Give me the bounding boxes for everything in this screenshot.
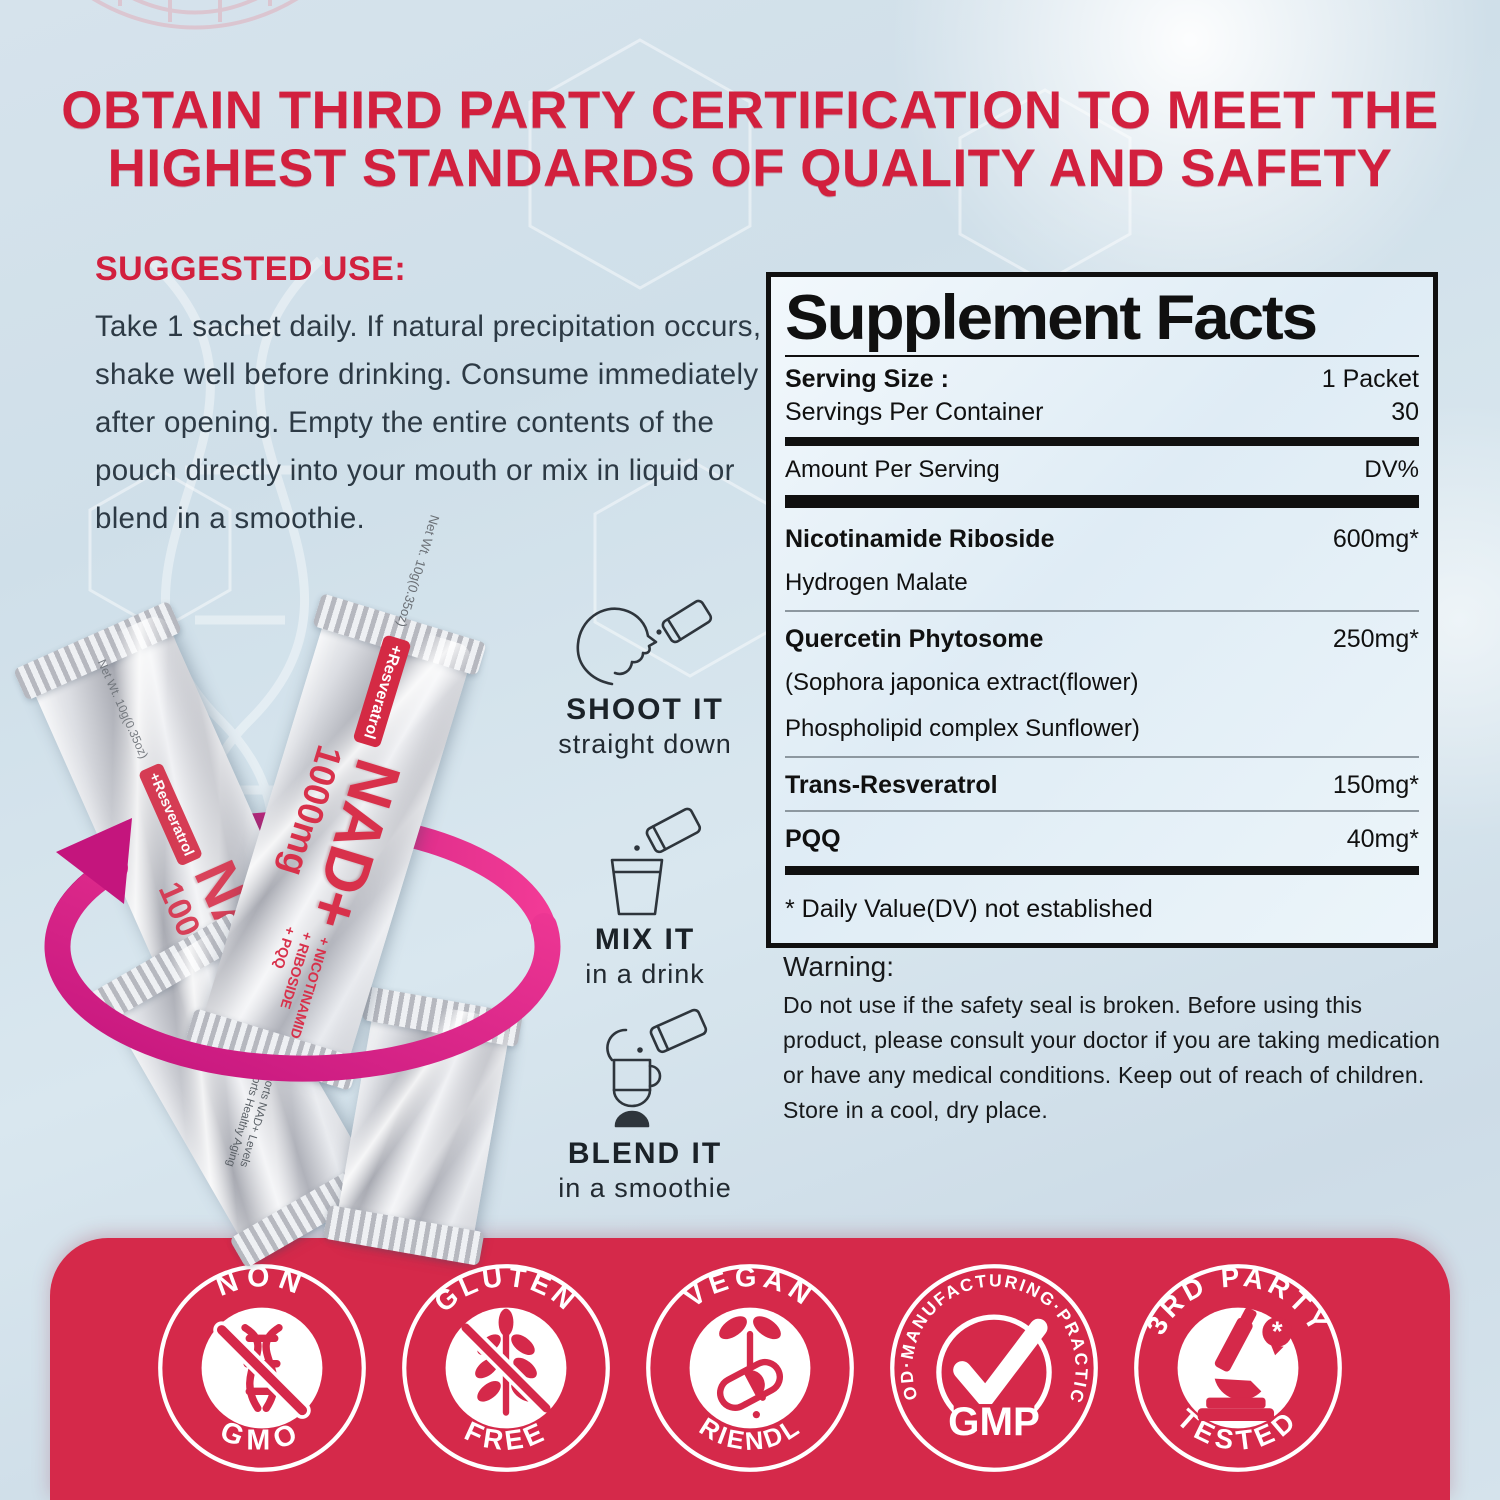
- usage-label: BLEND IT: [567, 1137, 723, 1170]
- badge-bottom-text: GMP: [948, 1399, 1040, 1444]
- wheat-crossed-icon: [460, 1308, 552, 1416]
- usage-label: SHOOT IT: [566, 693, 724, 726]
- ingredient-subline: Hydrogen Malate: [785, 569, 968, 596]
- svg-text:NON: NON: [212, 1262, 312, 1303]
- dv-header: DV%: [1364, 456, 1419, 483]
- daily-value-footnote: * Daily Value(DV) not established: [785, 895, 1153, 923]
- dna-top-left: [91, 0, 299, 30]
- gluten-free-badge: GLUTEN FREE: [402, 1262, 610, 1472]
- head-swallow-icon: [576, 599, 713, 686]
- servings-per-container-label: Servings Per Container: [785, 398, 1044, 426]
- sprout-capsule-icon: [717, 1316, 783, 1419]
- headline-line-2: HIGHEST STANDARDS OF QUALITY AND SAFETY: [107, 139, 1393, 198]
- svg-text:*: *: [1272, 1315, 1283, 1346]
- thick-divider: [785, 495, 1419, 508]
- third-party-tested-badge: 3RD PARTY TESTED *: [1134, 1262, 1342, 1472]
- ingredient-row: Quercetin Phytosome 250mg*: [785, 612, 1419, 658]
- arrowhead: [56, 818, 132, 904]
- suggested-use-section: SUGGESTED USE: Take 1 sachet daily. If n…: [95, 250, 775, 543]
- serving-size-label: Serving Size :: [785, 365, 949, 393]
- suggested-use-title: SUGGESTED USE:: [95, 250, 407, 288]
- sachet-net-weight: Net Wt. 10g(0.35oz): [95, 657, 152, 761]
- servings-per-container-value: 30: [1391, 398, 1419, 426]
- ingredient-amount: 250mg*: [1332, 625, 1419, 653]
- ingredient-amount: 150mg*: [1332, 771, 1419, 799]
- divider: [785, 756, 1419, 758]
- usage-blend: BLEND IT in a smoothie: [515, 1008, 775, 1204]
- usage-mix: MIX IT in a drink: [515, 806, 775, 990]
- gmp-badge: GOOD·MANUFACTURING·PRACTICES GMP: [888, 1262, 1098, 1472]
- usage-shoot: SHOOT IT straight down: [515, 592, 775, 760]
- ingredient-amount: 40mg*: [1346, 825, 1419, 853]
- ingredient-name: Trans-Resveratrol: [785, 771, 998, 799]
- amount-header-row: Amount Per Serving DV%: [785, 453, 1419, 487]
- usage-sub: in a smoothie: [558, 1173, 732, 1203]
- warning-title: Warning:: [783, 951, 895, 982]
- gmp-checkmark-icon: [936, 1314, 1052, 1443]
- badge-top-text: VEGAN: [679, 1262, 816, 1313]
- usage-sub: straight down: [558, 729, 732, 759]
- dna-crossed-icon: [213, 1321, 311, 1419]
- thick-divider: [785, 866, 1419, 875]
- usage-label: MIX IT: [594, 923, 696, 956]
- usage-methods: SHOOT IT straight down MIX IT in a drink…: [515, 592, 775, 1232]
- usage-sub: in a drink: [585, 959, 705, 989]
- suggested-use-body: Take 1 sachet daily. If natural precipit…: [95, 310, 762, 535]
- resveratrol-badge: +Resveratrol: [352, 634, 412, 749]
- swirl-arrow-front: [44, 818, 561, 1082]
- ingredient-row: PQQ 40mg*: [785, 812, 1419, 858]
- ingredient-amount: 600mg*: [1332, 525, 1419, 553]
- ingredient-name: PQQ: [785, 825, 841, 853]
- supplement-facts-title: Supplement Facts: [785, 283, 1318, 353]
- ingredient-subline: Phospholipid complex Sunflower): [785, 715, 1140, 742]
- blender-pour-icon: [606, 1008, 708, 1128]
- certification-banner: NON GMO GLUTEN FREE: [50, 1238, 1450, 1500]
- serving-size-value: 1 Packet: [1321, 365, 1419, 393]
- warning-body: Do not use if the safety seal is broken.…: [783, 992, 1441, 1123]
- page-title: OBTAIN THIRD PARTY CERTIFICATION TO MEET…: [0, 82, 1500, 198]
- warning-section: Warning: Do not use if the safety seal i…: [783, 948, 1445, 1128]
- microscope-icon: *: [1197, 1307, 1293, 1421]
- ingredient-subline: (Sophora japonica extract(flower): [785, 669, 1139, 696]
- cup-pour-icon: [610, 807, 702, 916]
- ingredient-row: Trans-Resveratrol 150mg*: [785, 758, 1419, 804]
- badge-top-text: NON: [212, 1262, 305, 1303]
- ingredient-name: Quercetin Phytosome: [785, 625, 1044, 653]
- servings-per-container-row: Servings Per Container 30: [785, 396, 1419, 429]
- svg-text:VEGAN: VEGAN: [679, 1262, 822, 1313]
- vegan-friendly-badge: VEGAN FRIENDLY: [644, 1262, 854, 1472]
- ingredient-name: Nicotinamide Riboside: [785, 525, 1055, 553]
- serving-size-row: Serving Size : 1 Packet: [785, 363, 1419, 396]
- supplement-facts-panel: Supplement Facts Serving Size : 1 Packet…: [766, 272, 1438, 948]
- amount-per-serving-header: Amount Per Serving: [785, 456, 1000, 483]
- non-gmo-badge: NON GMO: [158, 1262, 366, 1472]
- divider: [785, 810, 1419, 812]
- ingredient-row: Nicotinamide Riboside 600mg*: [785, 512, 1419, 558]
- divider: [785, 355, 1419, 357]
- product-visual: Net Wt. 10g(0.35oz) +Resveratrol NAD+ 10…: [25, 513, 561, 1257]
- headline-line-1: OBTAIN THIRD PARTY CERTIFICATION TO MEET…: [61, 81, 1439, 140]
- divider: [785, 610, 1419, 612]
- thick-divider: [785, 437, 1419, 446]
